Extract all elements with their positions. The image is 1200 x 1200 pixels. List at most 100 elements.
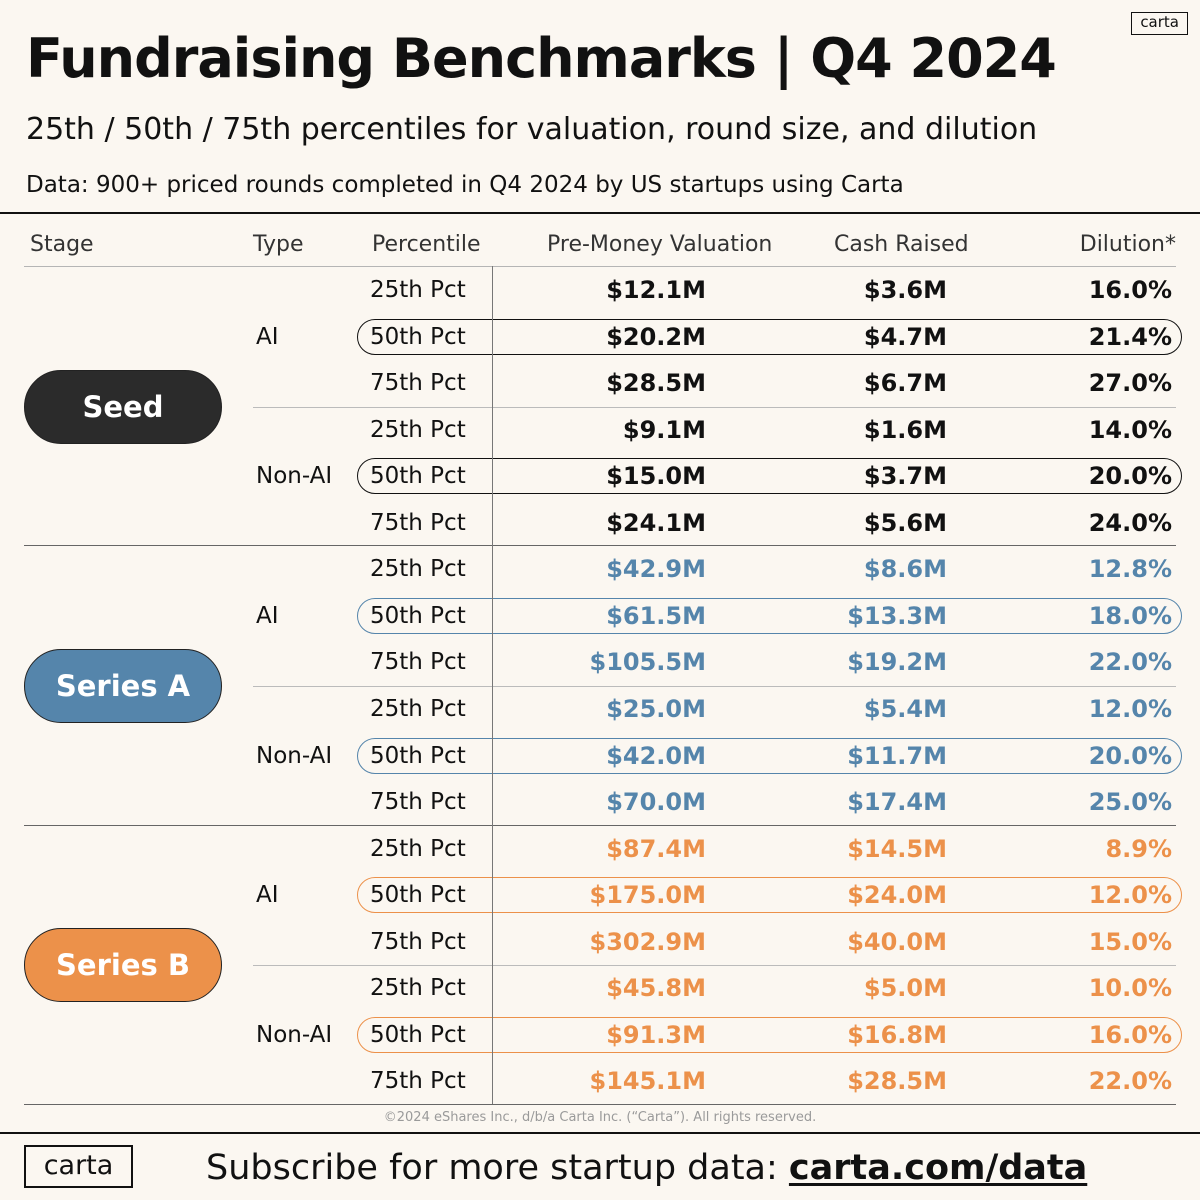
cash-raised-value: $16.8M [847,1020,947,1049]
dilution-value: 14.0% [1088,415,1172,444]
valuation-value: $302.9M [589,927,707,956]
dilution-value: 12.0% [1088,694,1172,723]
valuation-value: $9.1M [622,415,706,444]
type-label-ai: AI [256,603,279,630]
table-row: 25th Pct $12.1M $3.6M 16.0% [0,267,1200,313]
table-row: 50th Pct $42.0M $11.7M 20.0% [0,733,1200,779]
dilution-value: 15.0% [1088,927,1172,956]
cash-raised-value: $6.7M [863,369,947,398]
cash-raised-value: $11.7M [847,741,947,770]
column-header-type: Type [253,232,304,257]
table-row: 50th Pct $175.0M $24.0M 12.0% [0,872,1200,918]
type-label-ai: AI [256,882,279,909]
page-subtitle: 25th / 50th / 75th percentiles for valua… [26,112,1038,147]
dilution-value: 22.0% [1088,1067,1172,1096]
percentile-label: 50th Pct [370,323,466,350]
type-label-non-ai: Non-AI [256,1022,333,1049]
valuation-value: $45.8M [606,974,706,1003]
cash-raised-value: $19.2M [847,648,947,677]
dilution-value: 25.0% [1088,788,1172,817]
stage-divider [24,545,1176,547]
valuation-value: $20.2M [606,322,706,351]
valuation-value: $105.5M [589,648,707,677]
cash-raised-value: $14.5M [847,834,947,863]
valuation-value: $12.1M [606,276,706,304]
table-row: 25th Pct $42.9M $8.6M 12.8% [0,546,1200,592]
percentile-label: 75th Pct [370,649,466,676]
percentile-label: 75th Pct [370,928,466,955]
type-label-ai: AI [256,323,279,350]
valuation-value: $24.1M [606,508,706,537]
cash-raised-value: $5.4M [863,694,947,723]
header-divider [0,212,1200,214]
dilution-value: 12.8% [1088,555,1172,584]
table-row: 75th Pct $24.1M $5.6M 24.0% [0,500,1200,546]
percentile-label: 25th Pct [370,556,466,583]
table-row: 75th Pct $70.0M $17.4M 25.0% [0,779,1200,825]
valuation-value: $61.5M [606,601,706,630]
valuation-value: $15.0M [606,462,706,491]
column-header-cash: Cash Raised [834,232,969,257]
table-row: 25th Pct $45.8M $5.0M 10.0% [0,965,1200,1011]
table-row: 75th Pct $105.5M $19.2M 22.0% [0,639,1200,685]
valuation-value: $28.5M [606,369,706,398]
stage-divider [24,824,1176,826]
type-divider [253,406,1176,408]
median-highlight-outline [357,737,1182,774]
carta-logo-top: carta [1131,12,1188,35]
table-row: 25th Pct $25.0M $5.4M 12.0% [0,686,1200,732]
dilution-value: 16.0% [1088,1020,1172,1049]
valuation-value: $42.0M [606,741,706,770]
column-header-dilution: Dilution* [1079,232,1176,257]
valuation-value: $25.0M [606,694,706,723]
percentile-label: 50th Pct [370,742,466,769]
subscribe-text: Subscribe for more startup data: [206,1148,789,1188]
percentile-label: 75th Pct [370,789,466,816]
column-header-stage: Stage [30,232,94,257]
percentile-label: 25th Pct [370,277,466,303]
valuation-value: $42.9M [606,555,706,584]
subscribe-link[interactable]: carta.com/data [788,1148,1088,1188]
stage-pill-series-a: Series A [24,648,222,723]
percentile-label: 25th Pct [370,695,466,722]
cash-raised-value: $3.6M [863,276,947,304]
median-highlight-outline [357,318,1182,355]
column-header-divider [24,266,1176,267]
page-title: Fundraising Benchmarks | Q4 2024 [26,27,1057,90]
column-header-percentile: Percentile [372,232,481,257]
copyright-notice: ©2024 eShares Inc., d/b/a Carta Inc. (“C… [383,1110,817,1125]
table-row: 50th Pct $91.3M $16.8M 16.0% [0,1012,1200,1058]
type-divider [253,965,1176,967]
dilution-value: 27.0% [1088,369,1172,398]
percentile-label: 50th Pct [370,463,466,490]
valuation-value: $145.1M [589,1067,707,1096]
stage-pill-seed: Seed [24,369,222,444]
percentile-label: 75th Pct [370,509,466,536]
percentile-label: 75th Pct [370,370,466,397]
cash-raised-value: $13.3M [847,601,947,630]
cash-raised-value: $1.6M [863,415,947,444]
median-highlight-outline [357,877,1182,914]
table-row: 75th Pct $28.5M $6.7M 27.0% [0,360,1200,406]
dilution-value: 18.0% [1088,601,1172,630]
percentile-label: 25th Pct [370,416,466,443]
footer-divider [0,1132,1200,1134]
subscribe-cta: Subscribe for more startup data: carta.c… [206,1143,1087,1193]
percentile-label: 75th Pct [370,1068,466,1095]
type-divider [253,685,1176,687]
median-highlight-outline [357,597,1182,634]
percentile-label: 25th Pct [370,975,466,1002]
type-label-non-ai: Non-AI [256,742,333,769]
percentile-label: 50th Pct [370,1021,466,1048]
type-label-non-ai: Non-AI [256,463,333,490]
valuation-value: $175.0M [589,881,707,910]
cash-raised-value: $8.6M [863,555,947,584]
valuation-value: $91.3M [606,1020,706,1049]
dilution-value: 10.0% [1088,974,1172,1003]
median-highlight-outline [357,458,1182,495]
carta-logo-footer: carta [24,1145,133,1188]
percentile-column-divider [492,266,493,1104]
cash-raised-value: $5.6M [863,508,947,537]
table-row: 75th Pct $145.1M $28.5M 22.0% [0,1058,1200,1104]
cash-raised-value: $3.7M [863,462,947,491]
